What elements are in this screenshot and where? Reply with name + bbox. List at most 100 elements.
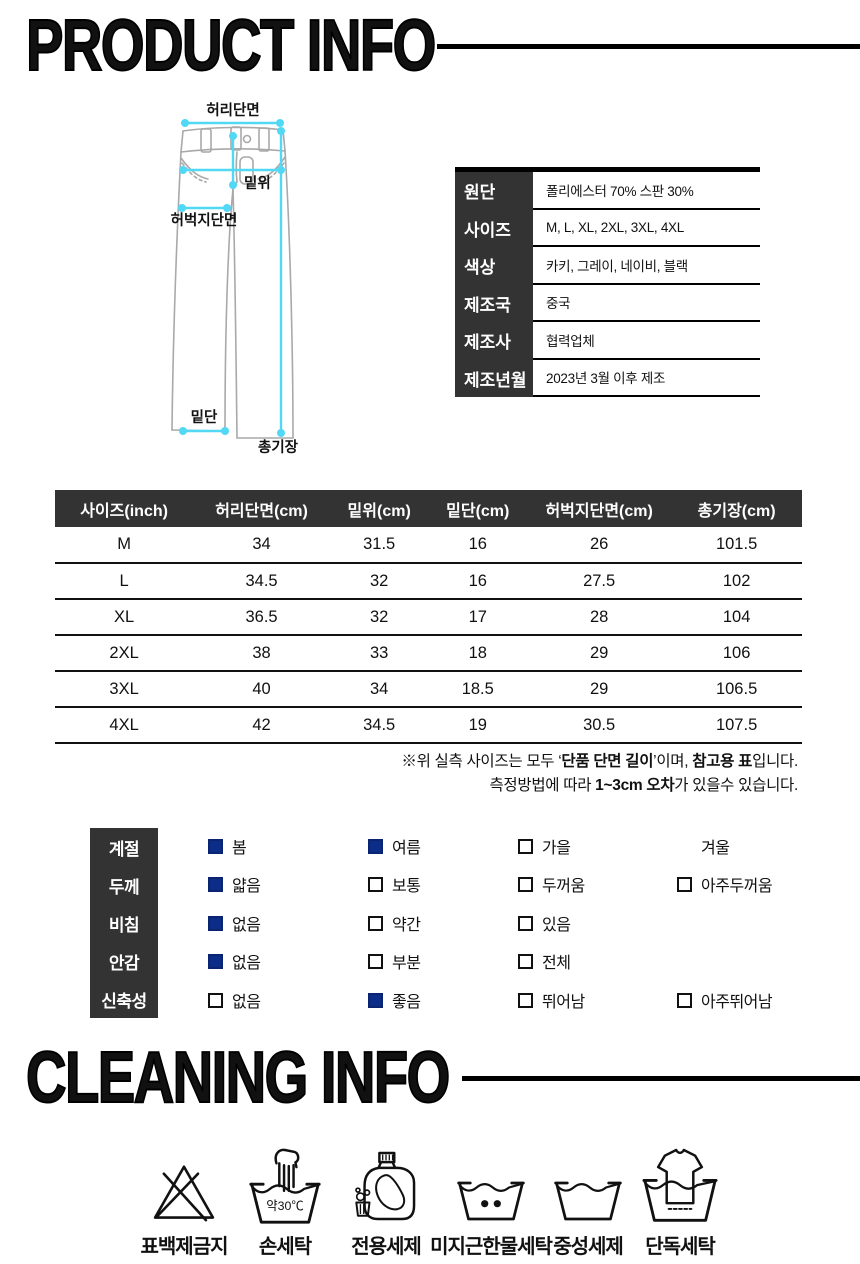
attr-option-label: 뛰어남: [542, 994, 585, 1011]
checkbox-icon: [518, 838, 533, 854]
product-spec-table: 원단 폴리에스터 70% 스판 30% 사이즈 M, L, XL, 2XL, 3…: [455, 167, 760, 397]
checkbox-icon: [518, 876, 533, 892]
checkbox-icon: [368, 992, 383, 1008]
table-cell: 18.5: [428, 671, 528, 708]
rise-measure-label: 밑위: [244, 174, 271, 192]
spec-row-size: 사이즈 M, L, XL, 2XL, 3XL, 4XL: [455, 209, 760, 247]
table-cell: 16: [428, 527, 528, 564]
spec-label: 사이즈: [455, 209, 533, 247]
attr-option-label: 가을: [542, 840, 571, 857]
lukewarm-wash-icon: [457, 1181, 525, 1221]
checkbox-icon: [518, 992, 533, 1008]
note-bold-text: 단품 단면 길이: [561, 753, 654, 770]
spec-label: 제조사: [455, 322, 533, 360]
length-measure-label: 총기장: [258, 438, 299, 456]
spec-value: 중국: [533, 285, 760, 322]
table-row: XL 36.5 32 17 28 104: [55, 599, 802, 636]
table-cell: 19: [428, 707, 528, 744]
attr-option: 두꺼움: [518, 875, 585, 895]
table-row: 4XL 42 34.5 19 30.5 107.5: [55, 707, 802, 744]
table-cell: 29: [527, 635, 672, 672]
checkbox-icon: [518, 953, 533, 969]
spec-value: M, L, XL, 2XL, 3XL, 4XL: [533, 210, 760, 247]
spec-label: 제조년월: [455, 359, 533, 397]
table-cell: 28: [527, 599, 672, 636]
note-text: 측정방법에 따라: [489, 777, 596, 794]
product-info-title: PRODUCT INFO: [25, 5, 550, 87]
table-cell: 104: [671, 599, 802, 636]
checkbox-icon: [677, 992, 692, 1008]
attr-label-thickness: 두께: [108, 877, 140, 897]
table-cell: 34: [193, 527, 330, 564]
attr-option: 아주두꺼움: [677, 875, 773, 895]
hand-wash-temp-label: 약30℃: [266, 1198, 303, 1213]
attr-option-label: 겨울: [701, 840, 730, 857]
checkbox-icon: [208, 953, 223, 969]
table-cell: 34: [329, 671, 429, 708]
attr-option: 겨울: [677, 837, 730, 857]
attr-option-label: 봄: [232, 840, 247, 857]
attr-option: 약간: [368, 914, 421, 934]
table-cell: XL: [55, 599, 194, 636]
table-row: 3XL 40 34 18.5 29 106.5: [55, 671, 802, 708]
spec-row-date: 제조년월 2023년 3월 이후 제조: [455, 359, 760, 397]
waist-measure-label: 허리단면: [206, 102, 259, 119]
spec-table-top-border: [455, 167, 760, 172]
pants-measurement-diagram: 허리단면 밑위 허벅지단면 밑단 총기장: [171, 102, 299, 456]
table-cell: 102: [671, 563, 802, 600]
attr-option: 보통: [368, 875, 421, 895]
table-cell: 40: [193, 671, 330, 708]
title-rule-line: [437, 44, 860, 49]
attr-option-label: 없음: [232, 917, 261, 934]
spec-row-color: 색상 카키, 그레이, 네이비, 블랙: [455, 247, 760, 285]
cleaning-item-label: 중성세제: [553, 1236, 624, 1258]
attr-option: 여름: [368, 837, 421, 857]
spec-label: 색상: [455, 247, 533, 285]
attr-option-label: 약간: [392, 917, 421, 934]
attr-label-lining: 안감: [108, 953, 140, 973]
spec-value: 카키, 그레이, 네이비, 블랙: [533, 247, 760, 285]
note-bold-text: 참고용 표: [692, 753, 753, 770]
spec-value: 협력업체: [533, 322, 760, 360]
spec-value: 2023년 3월 이후 제조: [533, 360, 760, 397]
table-cell: 31.5: [329, 527, 429, 564]
detergent-bottle-icon: [355, 1151, 416, 1221]
spec-row-fabric: 원단 폴리에스터 70% 스판 30%: [455, 172, 760, 210]
attribute-label-column: 계절 두께 비침 안감 신축성: [90, 828, 158, 1018]
table-cell: 18: [428, 635, 528, 672]
product-info-title-text: PRODUCT INFO: [25, 5, 437, 87]
cleaning-item-label: 미지근한물세탁: [430, 1236, 553, 1258]
attr-option-label: 있음: [542, 917, 571, 934]
note-text: ’이며,: [653, 753, 693, 770]
column-header: 사이즈(inch): [55, 490, 194, 527]
note-text: 가 있을수 있습니다.: [674, 777, 798, 794]
spec-row-country: 제조국 중국: [455, 284, 760, 322]
note-bold-text: 1~3cm 오차: [595, 777, 675, 794]
measurement-lines: [178, 119, 285, 437]
checkbox-icon: [208, 838, 223, 854]
attr-option-label: 아주두꺼움: [701, 878, 773, 895]
table-cell: 107.5: [671, 707, 802, 744]
attr-option: 얇음: [208, 875, 261, 895]
size-note-line1: ※위 실측 사이즈는 모두 ‘단품 단면 길이’이며, 참고용 표입니다.: [401, 750, 798, 774]
attr-option: 없음: [208, 914, 261, 934]
attr-option: 없음: [208, 991, 261, 1011]
attr-option-label: 전체: [542, 955, 571, 972]
note-text: ※위 실측 사이즈는 모두 ‘: [401, 753, 562, 770]
spec-label: 원단: [455, 172, 533, 210]
thigh-measure-label: 허벅지단면: [171, 212, 238, 229]
attr-option-label: 부분: [392, 955, 421, 972]
cleaning-info-title-text: CLEANING INFO: [25, 1037, 451, 1119]
size-table-header-row: 사이즈(inch) 허리단면(cm) 밑위(cm) 밑단(cm) 허벅지단면(c…: [55, 490, 802, 527]
checkbox-icon: [208, 915, 223, 931]
table-cell: 106: [671, 635, 802, 672]
table-cell: 42: [193, 707, 330, 744]
table-cell: 2XL: [55, 635, 194, 672]
attr-option-label: 좋음: [392, 994, 421, 1011]
attr-option-label: 얇음: [232, 878, 261, 895]
table-cell: 27.5: [527, 563, 672, 600]
checkbox-icon: [208, 992, 223, 1008]
attr-option-label: 여름: [392, 840, 421, 857]
table-row: L 34.5 32 16 27.5 102: [55, 563, 802, 600]
attr-label-stretch: 신축성: [101, 991, 147, 1011]
